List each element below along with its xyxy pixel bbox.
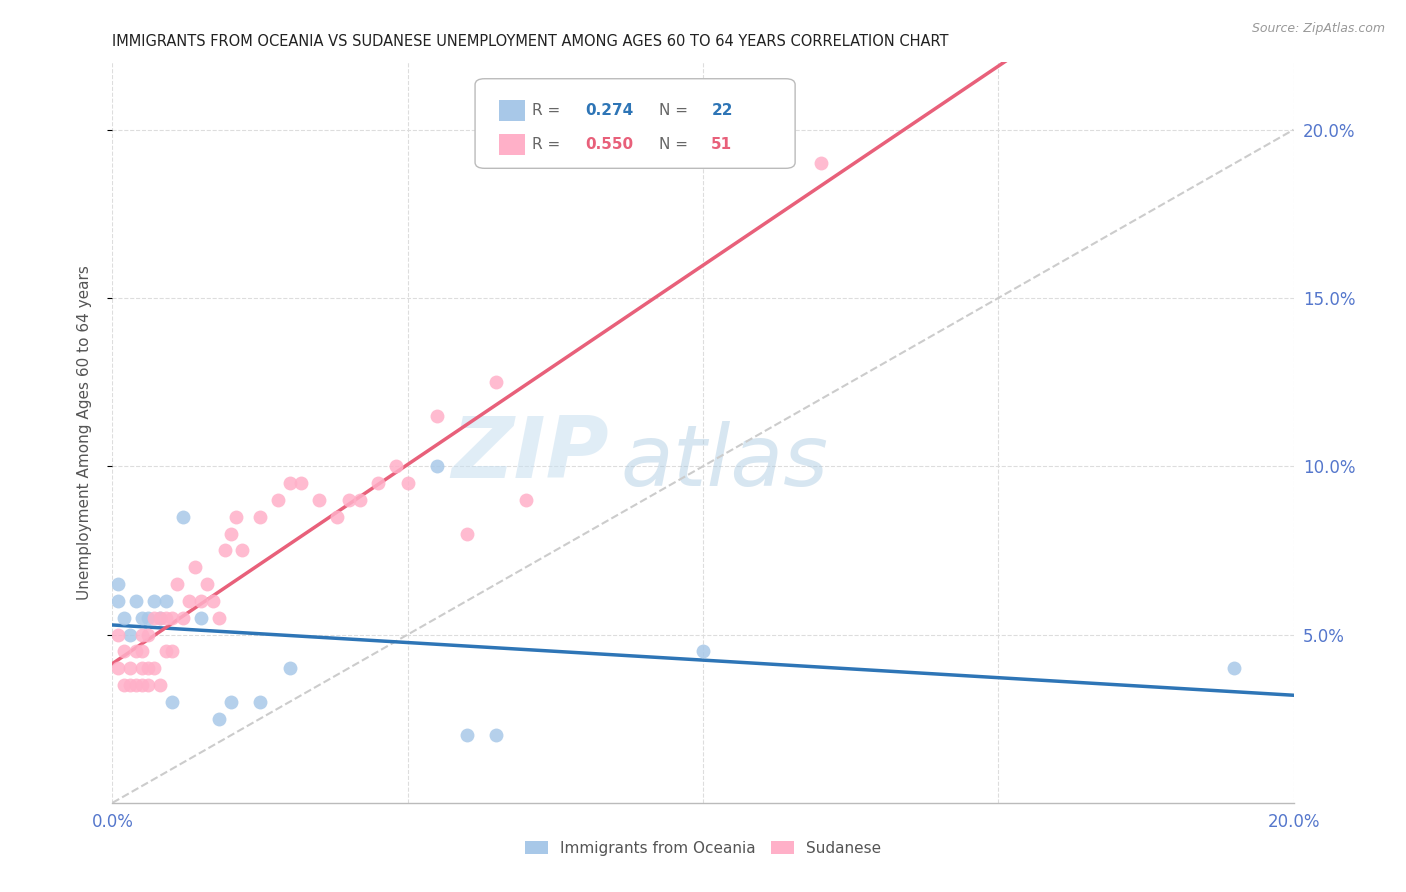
- Point: [367, 476, 389, 491]
- Point: [136, 678, 159, 692]
- Point: [136, 610, 159, 624]
- Point: [107, 661, 129, 675]
- Point: [219, 695, 242, 709]
- Point: [160, 695, 183, 709]
- Point: [190, 610, 212, 624]
- Point: [208, 712, 231, 726]
- Point: [214, 543, 236, 558]
- Point: [136, 661, 159, 675]
- Point: [125, 644, 148, 658]
- Text: atlas: atlas: [620, 421, 828, 504]
- Point: [249, 509, 271, 524]
- Point: [225, 509, 247, 524]
- Point: [120, 678, 142, 692]
- Point: [149, 678, 172, 692]
- Point: [456, 526, 478, 541]
- Point: [278, 661, 301, 675]
- Point: [155, 610, 177, 624]
- Point: [267, 492, 290, 507]
- Point: [172, 610, 194, 624]
- Text: R =: R =: [531, 137, 565, 153]
- Point: [131, 627, 153, 641]
- Point: [131, 661, 153, 675]
- Point: [142, 661, 165, 675]
- Point: [349, 492, 371, 507]
- Text: 0.550: 0.550: [585, 137, 633, 153]
- Point: [326, 509, 349, 524]
- Point: [190, 594, 212, 608]
- Point: [290, 476, 312, 491]
- Point: [107, 577, 129, 591]
- Point: [112, 678, 135, 692]
- Point: [485, 729, 508, 743]
- Point: [456, 729, 478, 743]
- Point: [184, 560, 207, 574]
- Point: [107, 594, 129, 608]
- Point: [125, 594, 148, 608]
- Text: R =: R =: [531, 103, 565, 118]
- Point: [120, 627, 142, 641]
- Point: [142, 610, 165, 624]
- Point: [692, 644, 714, 658]
- Point: [120, 661, 142, 675]
- Point: [426, 459, 449, 474]
- Point: [142, 594, 165, 608]
- Point: [125, 678, 148, 692]
- Point: [249, 695, 271, 709]
- Point: [131, 644, 153, 658]
- Point: [149, 610, 172, 624]
- Text: 0.274: 0.274: [585, 103, 633, 118]
- Text: N =: N =: [659, 137, 693, 153]
- Text: Source: ZipAtlas.com: Source: ZipAtlas.com: [1251, 22, 1385, 36]
- Point: [166, 577, 188, 591]
- Point: [155, 644, 177, 658]
- Point: [131, 610, 153, 624]
- Point: [426, 409, 449, 423]
- Point: [810, 156, 832, 170]
- Point: [396, 476, 419, 491]
- Point: [155, 594, 177, 608]
- Legend: Immigrants from Oceania, Sudanese: Immigrants from Oceania, Sudanese: [519, 835, 887, 862]
- Point: [112, 610, 135, 624]
- Point: [337, 492, 360, 507]
- Point: [160, 610, 183, 624]
- Point: [278, 476, 301, 491]
- Point: [160, 644, 183, 658]
- Text: 22: 22: [711, 103, 733, 118]
- Point: [231, 543, 253, 558]
- Point: [136, 627, 159, 641]
- Text: 51: 51: [711, 137, 733, 153]
- Point: [485, 375, 508, 389]
- Point: [201, 594, 224, 608]
- Point: [107, 627, 129, 641]
- FancyBboxPatch shape: [475, 78, 796, 169]
- Point: [172, 509, 194, 524]
- Point: [1223, 661, 1246, 675]
- Point: [179, 594, 201, 608]
- Point: [149, 610, 172, 624]
- Point: [131, 678, 153, 692]
- Point: [208, 610, 231, 624]
- Point: [385, 459, 408, 474]
- Point: [308, 492, 330, 507]
- Y-axis label: Unemployment Among Ages 60 to 64 years: Unemployment Among Ages 60 to 64 years: [77, 265, 91, 600]
- Text: ZIP: ZIP: [451, 413, 609, 496]
- Point: [515, 492, 537, 507]
- Text: N =: N =: [659, 103, 693, 118]
- Point: [219, 526, 242, 541]
- FancyBboxPatch shape: [499, 100, 524, 121]
- Point: [112, 644, 135, 658]
- Text: IMMIGRANTS FROM OCEANIA VS SUDANESE UNEMPLOYMENT AMONG AGES 60 TO 64 YEARS CORRE: IMMIGRANTS FROM OCEANIA VS SUDANESE UNEM…: [112, 34, 949, 49]
- FancyBboxPatch shape: [499, 135, 524, 155]
- Point: [195, 577, 218, 591]
